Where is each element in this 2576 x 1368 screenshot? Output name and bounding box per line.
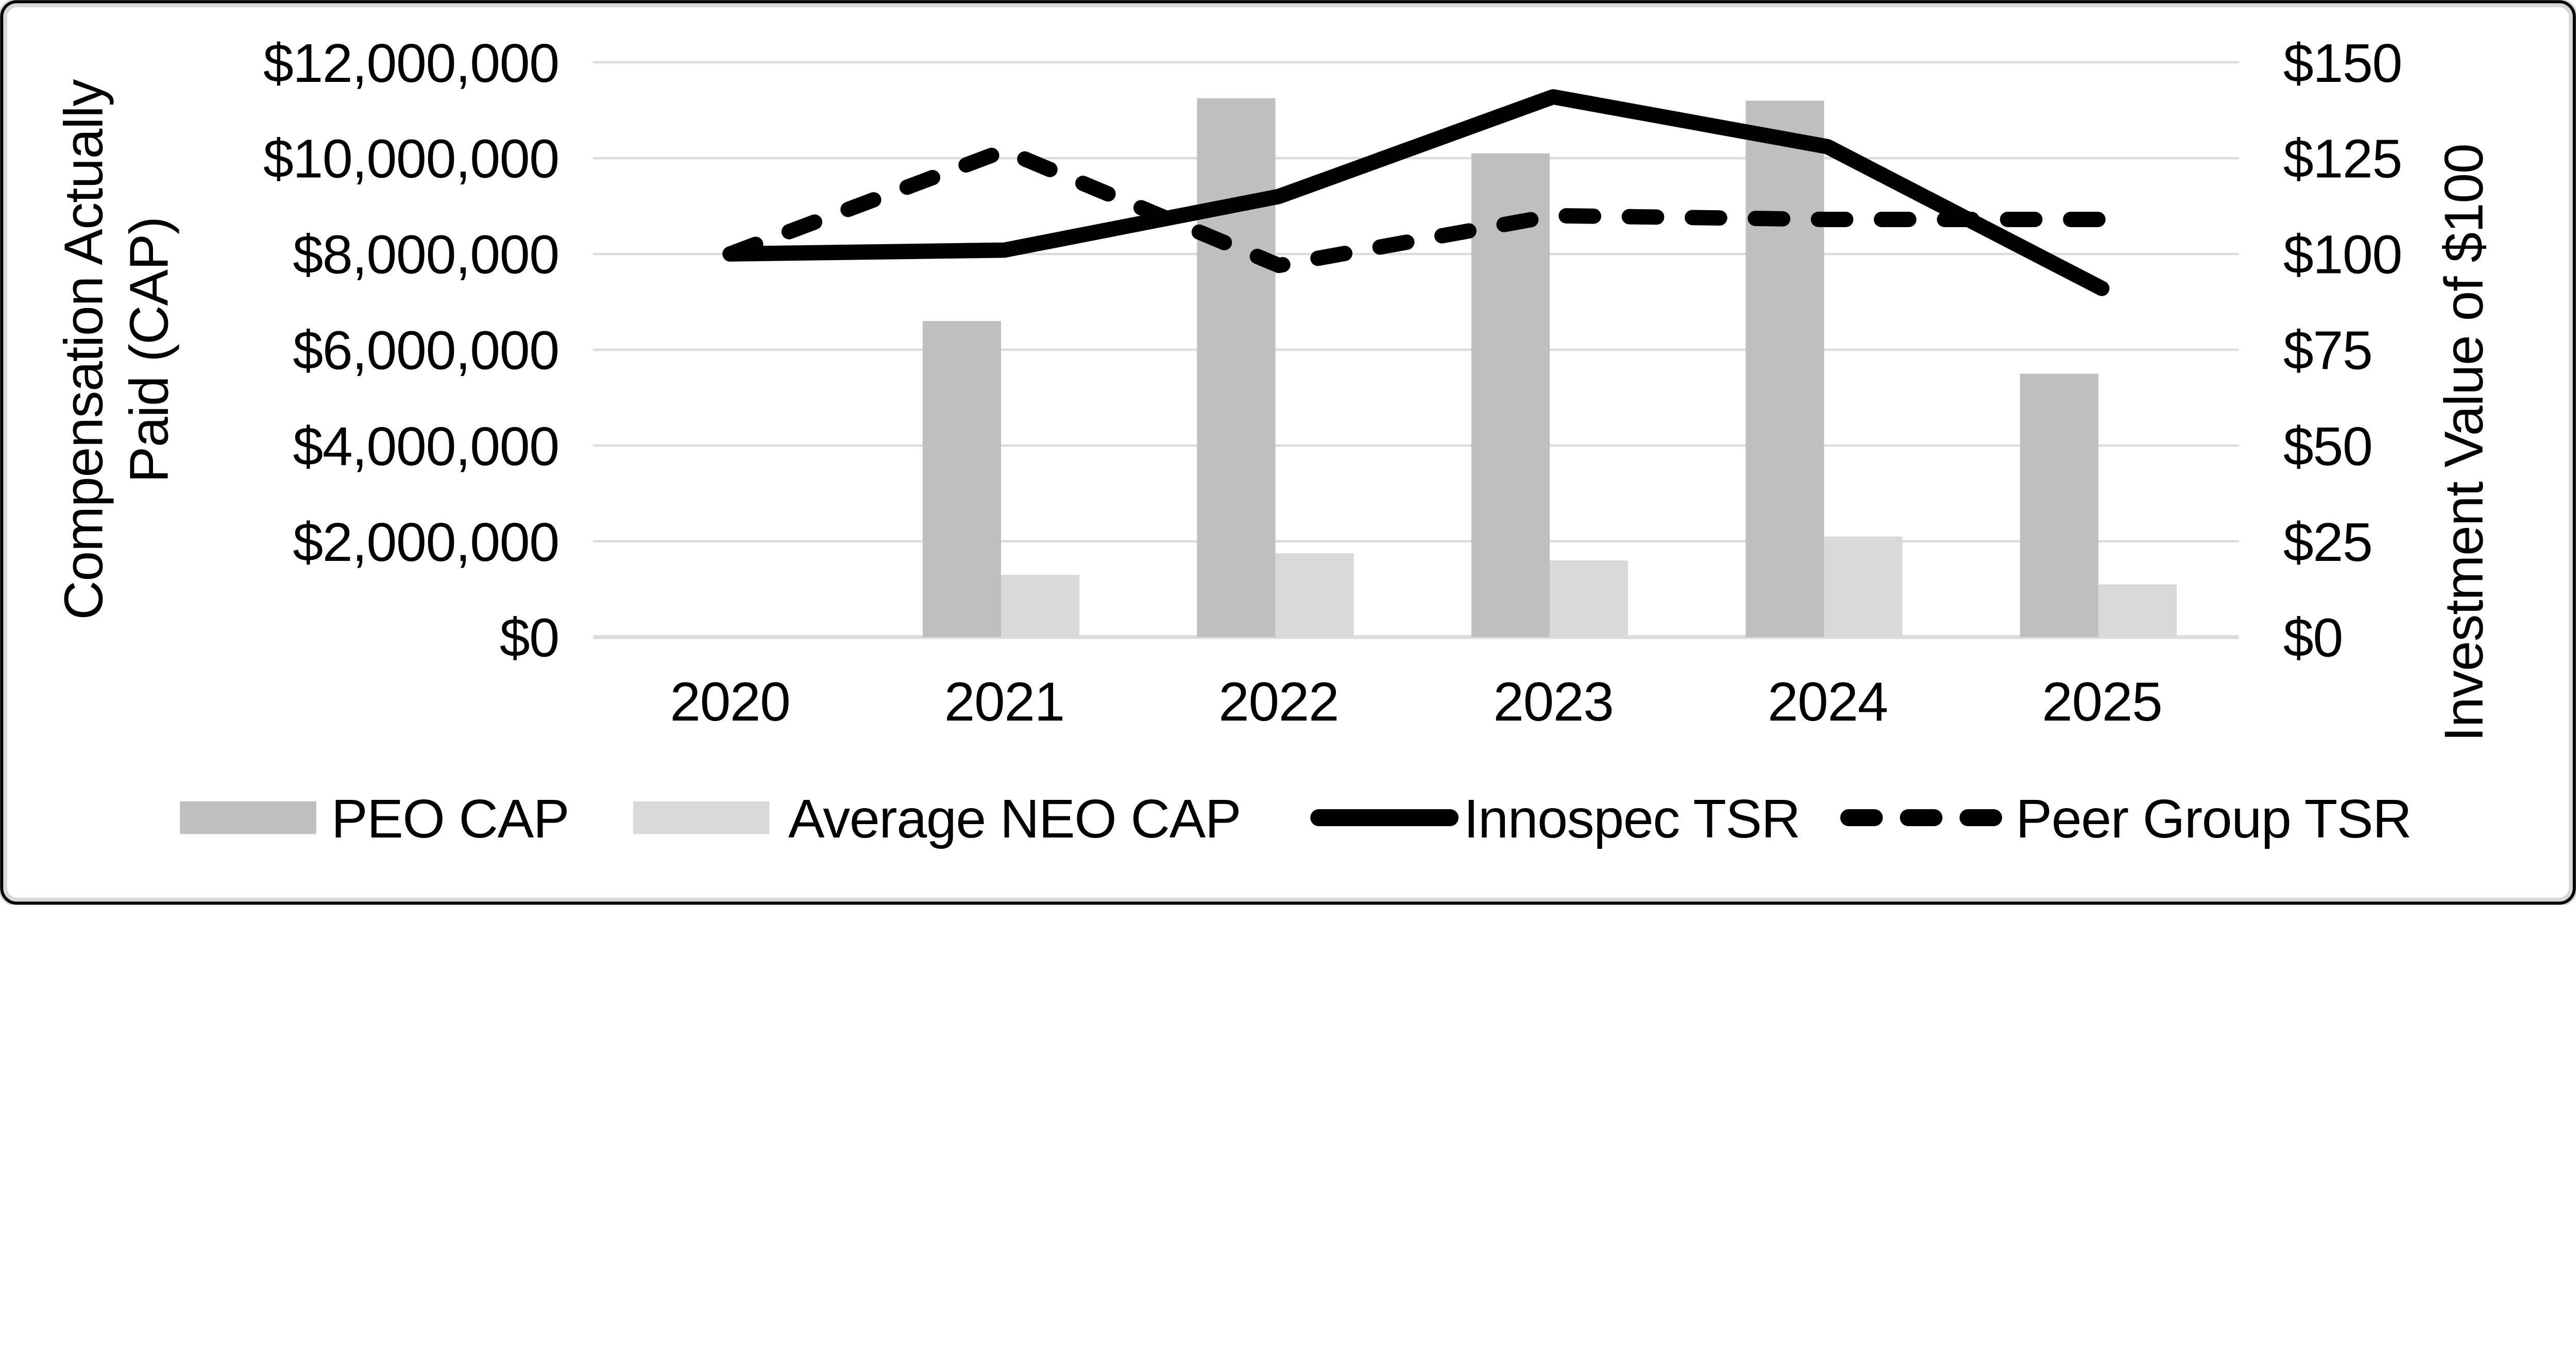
x-label-2021: 2021 (944, 671, 1064, 732)
bars-layer (922, 98, 2177, 637)
bar-peo-cap-2023 (1471, 153, 1550, 637)
bar-peo-cap-2025 (2020, 373, 2098, 637)
left-tick-10m: $10,000,000 (263, 129, 559, 190)
right-tick-0: $0 (2283, 608, 2343, 669)
right-tick-25: $25 (2283, 512, 2372, 573)
left-tick-8m: $8,000,000 (293, 224, 558, 285)
left-tick-6m: $6,000,000 (293, 320, 558, 381)
x-label-2022: 2022 (1218, 671, 1338, 732)
left-tick-0: $0 (500, 608, 559, 669)
right-tick-125: $125 (2283, 129, 2402, 190)
x-label-2025: 2025 (2042, 671, 2162, 732)
bar-average-neo-cap-2024 (1824, 536, 1903, 637)
x-label-2024: 2024 (1768, 671, 1888, 732)
left-axis-tick-labels: $12,000,000 $10,000,000 $8,000,000 $6,00… (263, 33, 560, 669)
pay-vs-performance-chart: $12,000,000 $10,000,000 $8,000,000 $6,00… (0, 0, 2576, 905)
legend-label-average-neo-cap: Average NEO CAP (788, 789, 1241, 849)
bar-peo-cap-2021 (922, 321, 1002, 637)
bar-average-neo-cap-2023 (1550, 560, 1629, 637)
bar-peo-cap-2022 (1197, 98, 1276, 637)
left-tick-4m: $4,000,000 (293, 416, 558, 477)
bar-average-neo-cap-2021 (1001, 575, 1080, 637)
legend-label-peo-cap: PEO CAP (331, 789, 569, 849)
left-axis-title-line2: Paid (CAP) (118, 217, 179, 483)
x-label-2023: 2023 (1493, 671, 1613, 732)
legend-label-innospec-tsr: Innospec TSR (1464, 789, 1800, 849)
bar-peo-cap-2024 (1745, 100, 1824, 637)
right-tick-75: $75 (2283, 320, 2372, 381)
legend-label-peer-group-tsr: Peer Group TSR (2016, 789, 2412, 849)
line-innospec-tsr (722, 89, 2110, 296)
x-label-2020: 2020 (670, 671, 790, 732)
left-tick-2m: $2,000,000 (293, 512, 558, 573)
x-axis-labels: 2020 2021 2022 2023 2024 2025 (670, 671, 2162, 732)
right-axis-title: Investment Value of $100 (2434, 144, 2495, 742)
legend: PEO CAP Average NEO CAP Innospec TSR Pee… (180, 789, 2412, 849)
bar-average-neo-cap-2022 (1275, 553, 1354, 637)
bar-average-neo-cap-2025 (2098, 584, 2177, 637)
pay-vs-performance-chart-frame: $12,000,000 $10,000,000 $8,000,000 $6,00… (0, 0, 2576, 905)
right-tick-150: $150 (2283, 33, 2402, 94)
left-axis-title-line1: Compensation Actually (53, 79, 114, 620)
left-tick-12m: $12,000,000 (263, 33, 559, 94)
legend-swatch-average-neo-cap (633, 801, 770, 834)
right-tick-50: $50 (2283, 416, 2372, 477)
chart-border-outline (0, 0, 2576, 905)
lines-layer (722, 89, 2110, 296)
right-tick-100: $100 (2283, 224, 2402, 285)
legend-swatch-peo-cap (180, 801, 316, 834)
right-axis-tick-labels: $150 $125 $100 $75 $50 $25 $0 (2283, 33, 2402, 669)
